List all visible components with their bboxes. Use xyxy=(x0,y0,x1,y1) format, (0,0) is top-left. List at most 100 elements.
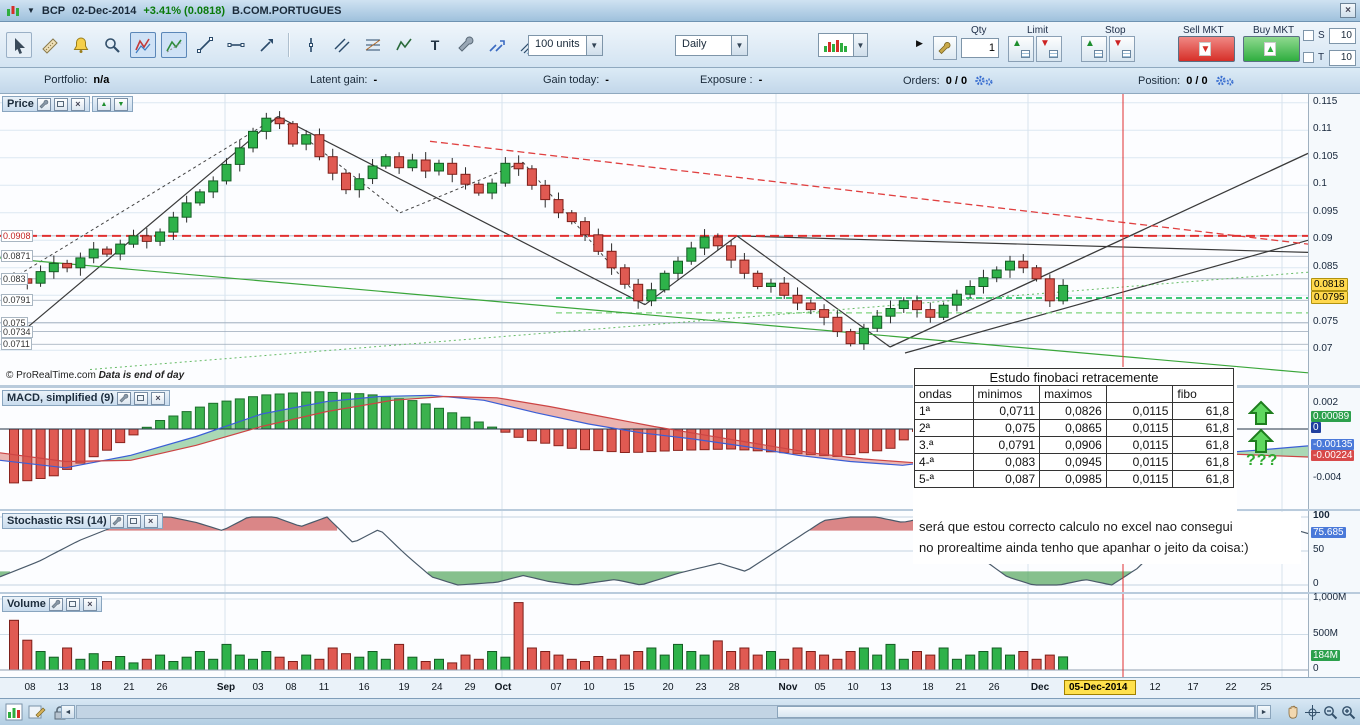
collapse-order-panel-button[interactable]: ▶ xyxy=(916,38,923,48)
axis-label: 1,000M xyxy=(1313,592,1347,603)
sell-stop-button[interactable]: ▼ xyxy=(1109,36,1135,62)
axis-label: 0.00089 xyxy=(1311,410,1352,422)
price-level-label: 0.083 xyxy=(1,272,28,285)
zigzag-tool-button[interactable] xyxy=(391,32,417,58)
chart-style-dropdown[interactable]: ▼ xyxy=(818,33,868,57)
fib-table-cell: 0,0115 xyxy=(1105,436,1174,454)
symbol-dropdown-arrow[interactable]: ▼ xyxy=(27,6,35,15)
period-value[interactable]: Daily xyxy=(675,35,731,56)
price-settings-wrench-icon[interactable] xyxy=(36,97,51,111)
stochastic-panel-header[interactable]: Stochastic RSI (14) × xyxy=(2,513,163,529)
copyright-note: © ProRealTime.com Data is end of day xyxy=(6,370,185,381)
units-value[interactable]: 100 units xyxy=(528,35,586,56)
scrollbar-thumb[interactable] xyxy=(777,706,1255,718)
channel-tool-button[interactable] xyxy=(329,32,355,58)
panel-dock-down-icon[interactable]: ▼ xyxy=(114,97,128,111)
close-window-button[interactable]: × xyxy=(1340,3,1356,18)
volume-close-icon[interactable]: × xyxy=(82,597,97,611)
info-label: Orders: xyxy=(903,74,940,87)
volume-popout-icon[interactable] xyxy=(65,597,80,611)
fibonacci-tool-button[interactable] xyxy=(360,32,386,58)
text-tool-button[interactable]: T xyxy=(422,32,448,58)
time-axis[interactable]: 08 13 18 21 26 Sep 03 08 11 16 19 24 29 Oct 07 10 15 20 23… xyxy=(0,677,1360,698)
stochastic-close-icon[interactable]: × xyxy=(143,514,158,528)
time-tick-label: 13 xyxy=(57,682,69,693)
buy-stop-button[interactable]: ▲ xyxy=(1081,36,1107,62)
time-tick-label: 05 xyxy=(814,682,826,693)
fib-table-cell: 61,8 xyxy=(1172,470,1234,488)
period-dropdown-arrow-icon[interactable]: ▼ xyxy=(731,35,748,56)
vertical-line-tool-button[interactable] xyxy=(298,32,324,58)
price-popout-icon[interactable] xyxy=(53,97,68,111)
order-settings-button[interactable] xyxy=(933,36,957,60)
axis-label: 0.09 xyxy=(1313,233,1333,245)
fib-table-cell: 61,8 xyxy=(1172,402,1234,420)
fibonacci-study-table[interactable]: Estudo finobaci retracemente ondas minimos… xyxy=(913,367,1237,512)
info-label: Gain today: xyxy=(543,74,600,86)
s-checkbox[interactable] xyxy=(1303,30,1314,41)
macd-close-icon[interactable]: × xyxy=(150,391,165,405)
volume-settings-wrench-icon[interactable] xyxy=(48,597,63,611)
s-value-box[interactable]: 10 xyxy=(1329,28,1356,44)
stochastic-settings-wrench-icon[interactable] xyxy=(109,514,124,528)
buy-market-button[interactable]: ▲ xyxy=(1243,36,1300,62)
trendline-tool-button[interactable] xyxy=(192,32,218,58)
scroll-right-button[interactable]: ► xyxy=(1257,705,1271,719)
new-chart-icon[interactable] xyxy=(3,701,25,723)
zoom-in-icon[interactable] xyxy=(1337,701,1359,723)
gear-icon[interactable] xyxy=(1214,74,1238,87)
time-tick-label: 19 xyxy=(398,682,410,693)
crosshair-icon[interactable] xyxy=(1301,701,1323,723)
price-axis[interactable]: 0.1150.110.1050.10.0950.090.0850.080.075… xyxy=(1308,94,1360,385)
arrow-tool-button[interactable] xyxy=(254,32,280,58)
t-value-box[interactable]: 10 xyxy=(1329,50,1356,66)
measure-tool-button[interactable] xyxy=(37,32,63,58)
symbol-label[interactable]: BCP xyxy=(41,4,66,17)
units-dropdown-arrow-icon[interactable]: ▼ xyxy=(585,35,603,56)
pan-hand-icon[interactable] xyxy=(1281,701,1303,723)
period-drop-down[interactable]: Daily ▼ xyxy=(675,35,748,56)
chart-style-dropdown-arrow-icon[interactable]: ▼ xyxy=(854,33,868,57)
edit-objects-icon[interactable] xyxy=(26,701,48,723)
forecast-tool-button[interactable] xyxy=(484,32,510,58)
question-annotation[interactable]: ??? xyxy=(1246,452,1279,469)
pointer-tool-button[interactable] xyxy=(6,32,32,58)
up-arrow-annotation[interactable] xyxy=(1248,400,1274,426)
macd-panel-header[interactable]: MACD, simplified (9) × xyxy=(2,390,170,406)
horizontal-segment-tool-button[interactable] xyxy=(223,32,249,58)
price-chart[interactable] xyxy=(0,94,1308,385)
macd-popout-icon[interactable] xyxy=(133,391,148,405)
fib-table-cell: 0,0906 xyxy=(1039,436,1107,454)
macd-settings-wrench-icon[interactable] xyxy=(116,391,131,405)
up-arrow-annotation[interactable] xyxy=(1248,428,1274,454)
macd-axis[interactable]: 0.002 0.00089 0 -0.00135 -0.00224 -0.004 xyxy=(1308,388,1360,509)
qty-input[interactable] xyxy=(961,38,999,58)
zoom-out-icon[interactable] xyxy=(1319,701,1341,723)
sell-limit-button[interactable]: ▼ xyxy=(1036,36,1062,62)
units-dropdown[interactable]: 100 units ▼ xyxy=(528,35,603,56)
buy-limit-button[interactable]: ▲ xyxy=(1008,36,1034,62)
volume-panel-header[interactable]: Volume × xyxy=(2,596,102,612)
stochastic-axis[interactable]: 100 75.685 50 0 xyxy=(1308,510,1360,592)
gear-icon[interactable] xyxy=(973,74,997,87)
sell-market-button[interactable]: ▼ xyxy=(1178,36,1235,62)
price-close-icon[interactable]: × xyxy=(70,97,85,111)
alert-bell-tool-button[interactable] xyxy=(68,32,94,58)
user-note[interactable]: será que estou correcto calculo no excel… xyxy=(913,512,1301,564)
panel-dock-up-icon[interactable]: ▲ xyxy=(97,97,111,111)
scroll-left-button[interactable]: ◄ xyxy=(61,705,75,719)
user-note-line1: será que estou correcto calculo no excel… xyxy=(919,519,1233,534)
fib-table-header: fibo xyxy=(1172,385,1234,403)
auto-trend-tool-button[interactable] xyxy=(161,32,187,58)
fib-table-cell: 0,0945 xyxy=(1039,453,1107,471)
chart-style-icon[interactable] xyxy=(818,33,854,57)
price-panel-header[interactable]: Price × xyxy=(2,96,90,112)
stochastic-popout-icon[interactable] xyxy=(126,514,141,528)
pattern-detect-tool-button[interactable] xyxy=(130,32,156,58)
settings-tool-button[interactable] xyxy=(453,32,479,58)
t-checkbox[interactable] xyxy=(1303,52,1314,63)
volume-axis[interactable]: 1,000M 500M 184M 0 xyxy=(1308,592,1360,677)
volume-chart[interactable] xyxy=(0,594,1308,677)
zoom-tool-button[interactable] xyxy=(99,32,125,58)
horizontal-scrollbar[interactable] xyxy=(76,705,1256,719)
